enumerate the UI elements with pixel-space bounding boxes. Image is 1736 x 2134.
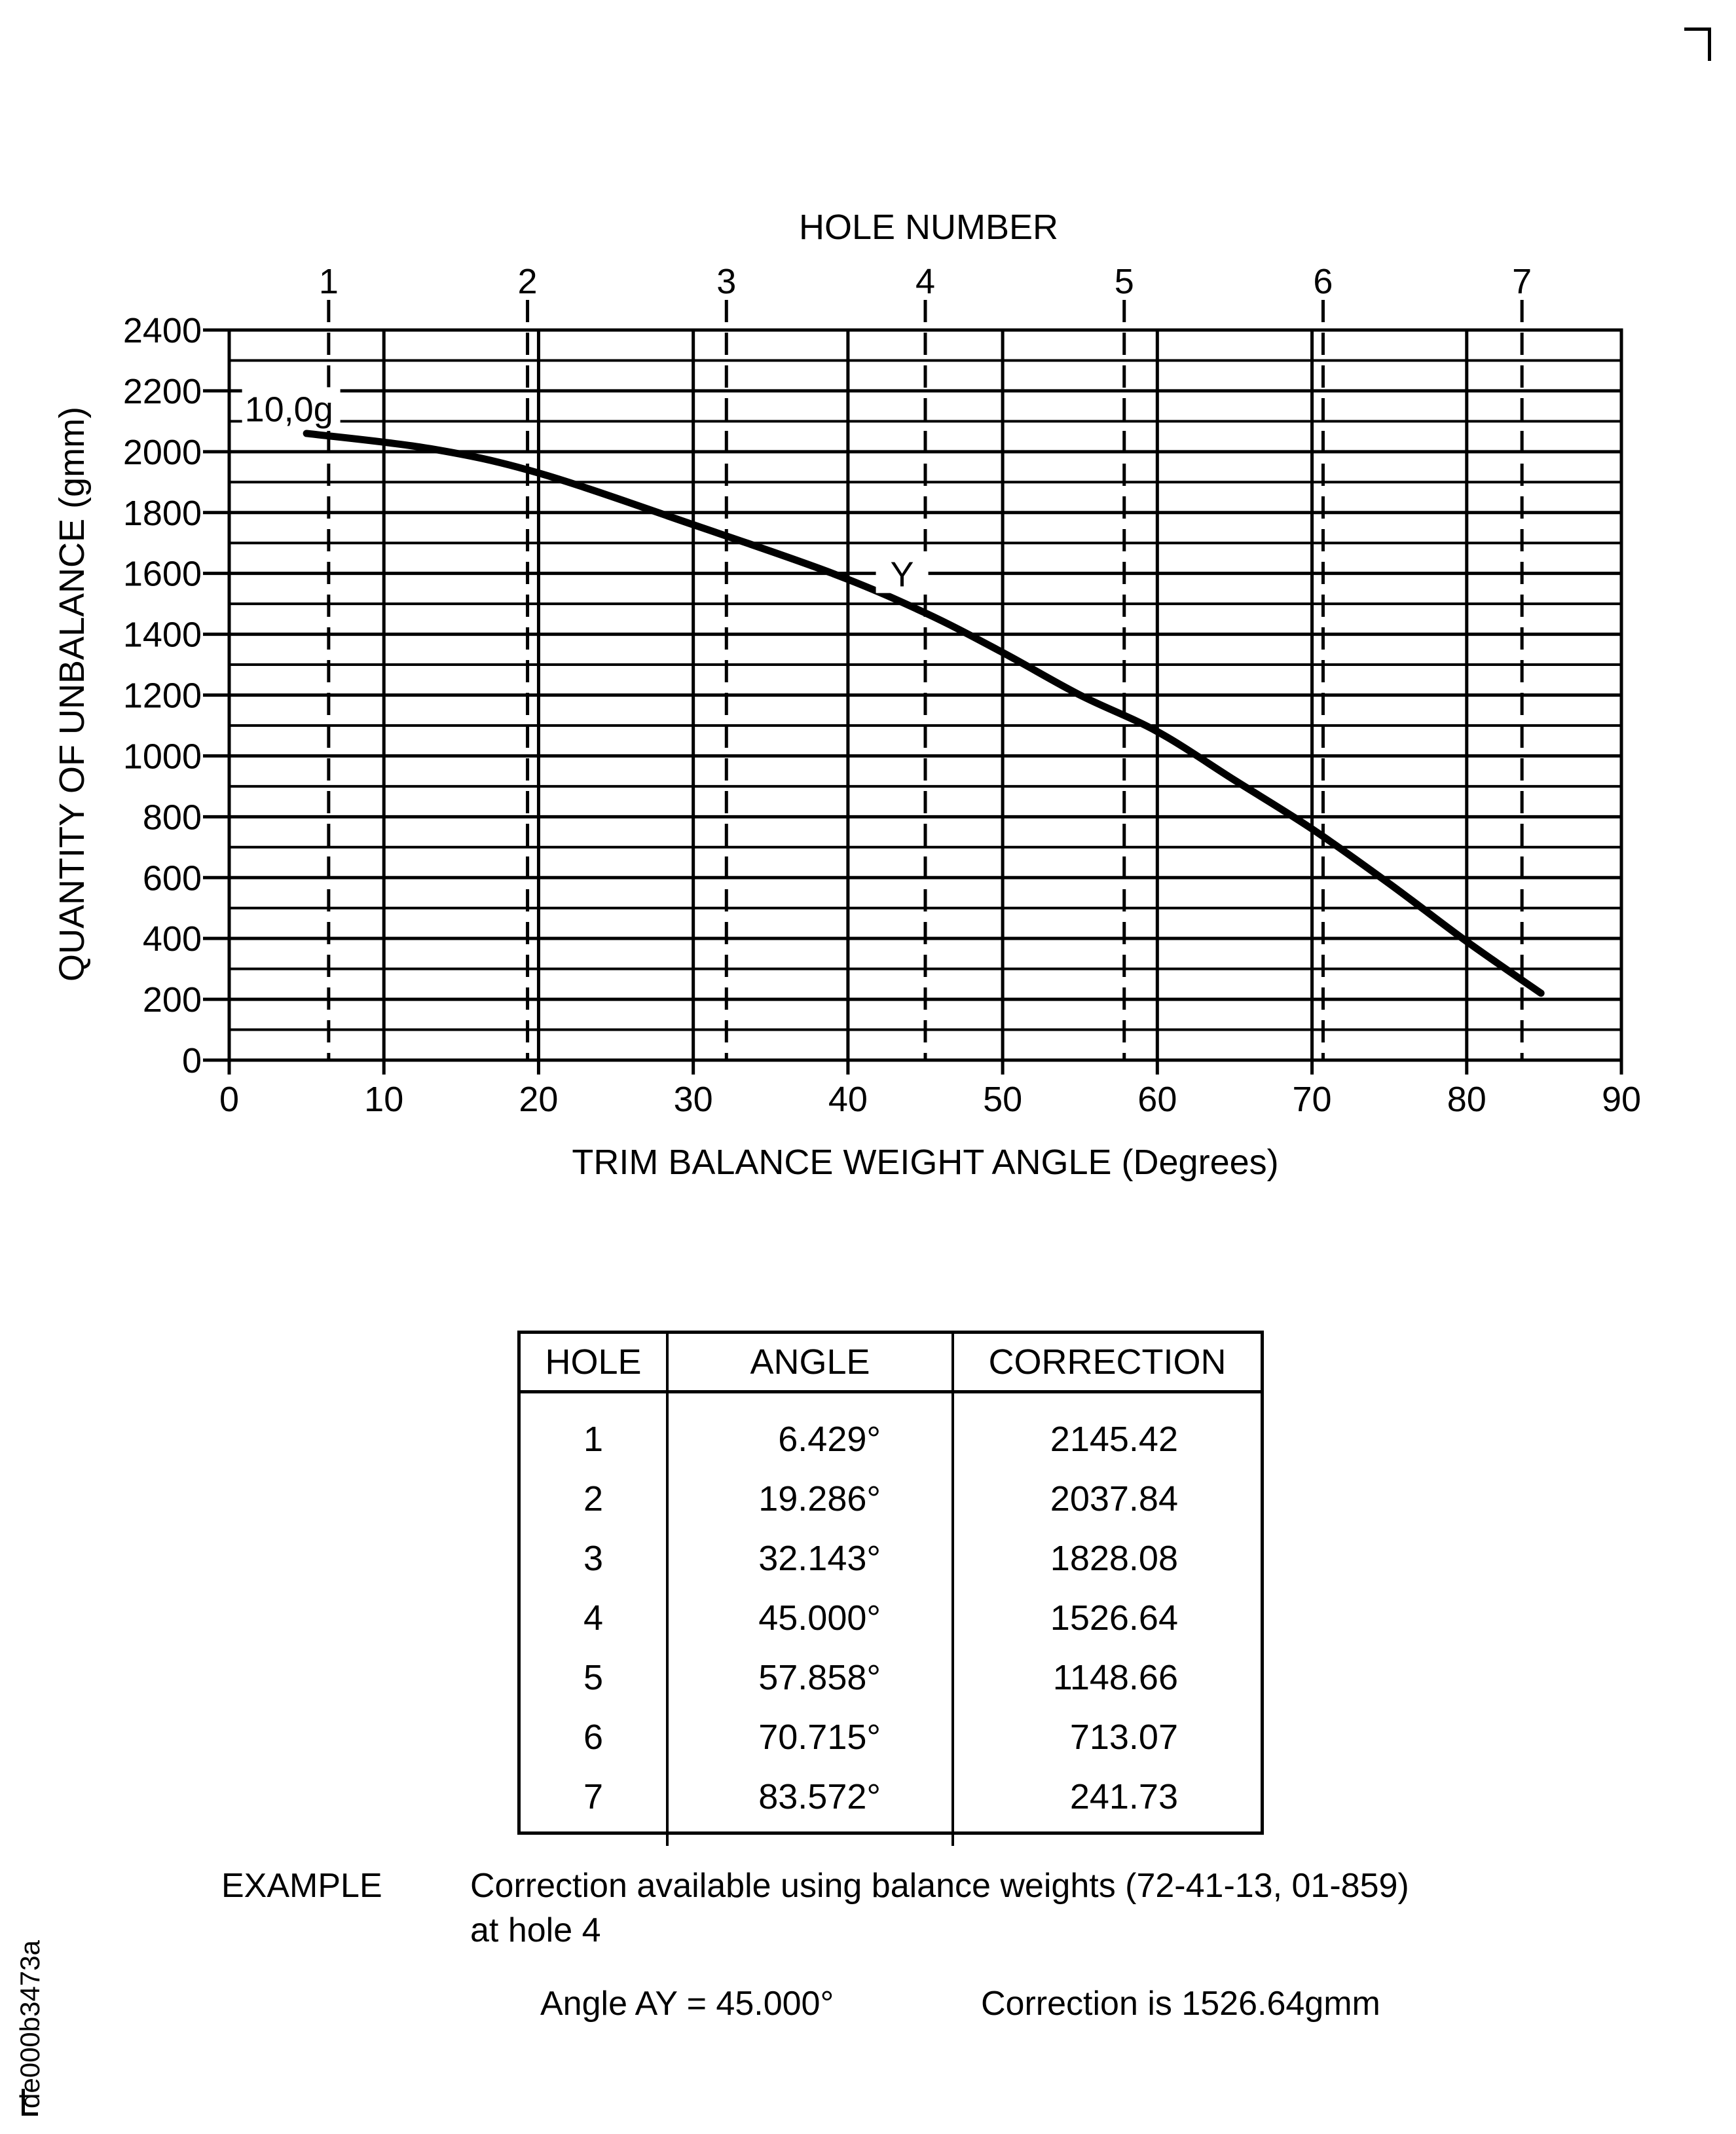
- cell-corr: 713.07: [951, 1707, 1261, 1767]
- table-row: 4 45.000° 1526.64: [521, 1588, 1261, 1647]
- cell-angle: 57.858°: [666, 1647, 953, 1707]
- hole-label: 5: [1115, 262, 1134, 301]
- vertical-gridlines: [227, 330, 1623, 1075]
- y-tick-label: 1800: [123, 494, 202, 533]
- figure-code-bracket: [22, 2089, 38, 2116]
- cell-angle: 83.572°: [666, 1767, 953, 1826]
- series-label: 10,0g: [245, 390, 333, 429]
- hole-label: 7: [1512, 262, 1532, 301]
- x-tick-label: 10: [364, 1080, 403, 1119]
- table-row: 7 83.572° 241.73: [521, 1767, 1261, 1826]
- example-line-1: Correction available using balance weigh…: [470, 1867, 1409, 1905]
- y-tick-label: 200: [143, 980, 202, 1020]
- top-axis-title: HOLE NUMBER: [799, 208, 1058, 247]
- cell-angle: 70.715°: [666, 1707, 953, 1767]
- header-angle: ANGLE: [666, 1334, 953, 1393]
- cell-angle: 45.000°: [666, 1588, 953, 1647]
- cell-hole: 5: [583, 1657, 604, 1697]
- curve-annotations: 10,0g Y: [242, 387, 929, 595]
- hole-label: 4: [915, 262, 935, 301]
- header-hole: HOLE: [521, 1334, 667, 1393]
- cell-hole: 1: [583, 1419, 604, 1459]
- x-tick-label: 90: [1602, 1080, 1641, 1119]
- unbalance-curve: [303, 430, 1545, 997]
- table-row: 2 19.286° 2037.84: [521, 1469, 1261, 1528]
- table-row: 3 32.143° 1828.08: [521, 1528, 1261, 1588]
- hole-label: 3: [716, 262, 736, 301]
- y-tick-label: 0: [182, 1041, 202, 1080]
- table-row: 1 6.429° 2145.42: [521, 1409, 1261, 1469]
- cell-corr: 1148.66: [951, 1647, 1261, 1707]
- cell-hole: 4: [583, 1598, 604, 1638]
- y-axis-ticks: 0 200 400 600 800 1000 1200 1400 1600 1800 2000 220…: [123, 311, 229, 1080]
- cell-hole: 2: [583, 1479, 604, 1518]
- y-tick-label: 2200: [123, 372, 202, 411]
- hole-label: 2: [518, 262, 538, 301]
- x-axis-ticks: 0 10 20 30 40 50 60 70 80 90: [219, 1080, 1641, 1119]
- example-angle: Angle AY = 45.000°: [540, 1985, 834, 2023]
- cell-angle: 6.429°: [666, 1409, 953, 1469]
- header-correction: CORRECTION: [951, 1334, 1261, 1393]
- cell-hole: 7: [583, 1776, 604, 1816]
- cell-hole: 6: [583, 1717, 604, 1757]
- hole-label: 1: [319, 262, 339, 301]
- hole-number-labels: 1 2 3 4 5 6 7: [319, 262, 1532, 301]
- y-tick-label: 2400: [123, 311, 202, 350]
- table-row: 6 70.715° 713.07: [521, 1707, 1261, 1767]
- cell-angle: 32.143°: [666, 1528, 953, 1588]
- cell-corr: 1828.08: [951, 1528, 1261, 1588]
- y-tick-label: 2000: [123, 433, 202, 472]
- table-row: 5 57.858° 1148.66: [521, 1647, 1261, 1707]
- x-tick-label: 50: [983, 1080, 1022, 1119]
- y-tick-label: 1000: [123, 737, 202, 776]
- hole-label: 6: [1313, 262, 1333, 301]
- crop-corner-mark: [1684, 28, 1711, 61]
- x-tick-label: 0: [219, 1080, 239, 1119]
- y-tick-label: 600: [143, 858, 202, 898]
- y-tick-label: 800: [143, 798, 202, 837]
- y-tick-label: 400: [143, 919, 202, 959]
- example-correction: Correction is 1526.64gmm: [981, 1985, 1380, 2023]
- x-tick-label: 20: [519, 1080, 558, 1119]
- x-tick-label: 30: [674, 1080, 713, 1119]
- example-label: EXAMPLE: [221, 1867, 382, 1905]
- table-spacer: [521, 1826, 1261, 1846]
- cell-hole: 3: [583, 1538, 604, 1578]
- figure-code: de000b3473a: [14, 1940, 45, 2108]
- y-tick-label: 1200: [123, 676, 202, 716]
- cell-corr: 2145.42: [951, 1409, 1261, 1469]
- cell-corr: 2037.84: [951, 1469, 1261, 1528]
- table-body: 1 6.429° 2145.42 2 19.286° 2037.84 3 32.143° 182…: [521, 1391, 1261, 1846]
- x-tick-label: 60: [1137, 1080, 1177, 1119]
- cell-corr: 1526.64: [951, 1588, 1261, 1647]
- y-tick-label: 1600: [123, 555, 202, 594]
- data-table: HOLE ANGLE CORRECTION 1 6.429° 2145.42 2 19.…: [521, 1334, 1261, 1846]
- hole-dashed-lines: [327, 300, 1524, 1060]
- hole-correction-table: HOLE ANGLE CORRECTION 1 6.429° 2145.42 2 19.…: [517, 1331, 1264, 1846]
- x-axis-title: TRIM BALANCE WEIGHT ANGLE (Degrees): [572, 1143, 1278, 1182]
- x-tick-label: 80: [1447, 1080, 1487, 1119]
- x-tick-label: 40: [828, 1080, 868, 1119]
- unbalance-chart: 0200400600800100012001400160018002000220…: [52, 208, 1641, 1182]
- x-tick-label: 70: [1293, 1080, 1332, 1119]
- point-y-label: Y: [891, 555, 914, 595]
- y-axis-title: QUANTITY OF UNBALANCE (gmm): [52, 407, 92, 982]
- cell-corr: 241.73: [951, 1767, 1261, 1826]
- example-line-2: at hole 4: [470, 1911, 601, 1949]
- y-tick-label: 1400: [123, 616, 202, 655]
- table-spacer: [521, 1391, 1261, 1409]
- cell-angle: 19.286°: [666, 1469, 953, 1528]
- table-header-row: HOLE ANGLE CORRECTION: [521, 1334, 1261, 1393]
